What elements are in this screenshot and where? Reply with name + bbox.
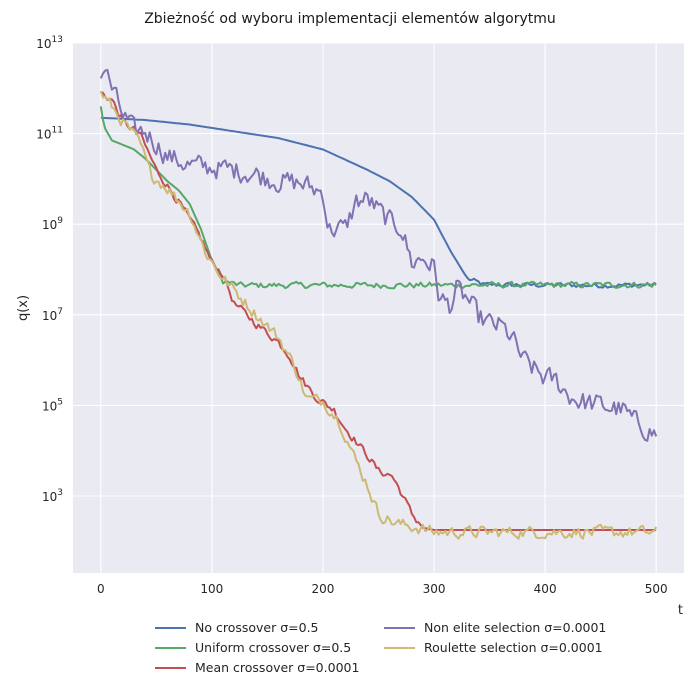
legend-swatch (155, 627, 186, 629)
series-line-3 (99, 68, 658, 442)
series-lines (99, 68, 658, 540)
y-tick-label: 1011 (36, 126, 63, 142)
chart-title: Zbieżność od wyboru implementacji elemen… (144, 11, 556, 27)
legend-swatch (155, 667, 186, 669)
y-tick-label: 103 (42, 488, 63, 504)
y-tick-label: 107 (42, 307, 63, 323)
x-tick-label: 300 (423, 582, 446, 596)
series-line-4 (99, 90, 658, 540)
plot-background (73, 43, 684, 573)
grid-lines (73, 42, 684, 573)
tick-labels: 0 100 200 300 400 500 103 105 107 109 1011 1013 (36, 35, 667, 596)
legend-label: Uniform crossover σ=0.5 (195, 640, 352, 655)
legend-swatch (155, 647, 186, 649)
x-tick-label: 400 (534, 582, 557, 596)
x-axis-label: t (678, 603, 683, 618)
y-tick-label: 105 (42, 397, 63, 413)
legend-label: Non elite selection σ=0.0001 (424, 620, 607, 635)
x-tick-label: 100 (200, 582, 223, 596)
y-tick-label: 1013 (36, 35, 63, 51)
legend-label: No crossover σ=0.5 (195, 620, 319, 635)
legend-label: Mean crossover σ=0.0001 (195, 660, 360, 675)
x-tick-label: 500 (645, 582, 668, 596)
series-line-1 (99, 106, 657, 290)
x-tick-label: 0 (97, 582, 105, 596)
series-line-2 (100, 90, 657, 531)
y-tick-label: 109 (42, 216, 63, 232)
legend-label: Roulette selection σ=0.0001 (424, 640, 603, 655)
legend-swatch (384, 647, 415, 649)
y-axis-label: q(x) (16, 295, 31, 321)
x-tick-label: 200 (312, 582, 335, 596)
legend-swatch (384, 627, 415, 629)
